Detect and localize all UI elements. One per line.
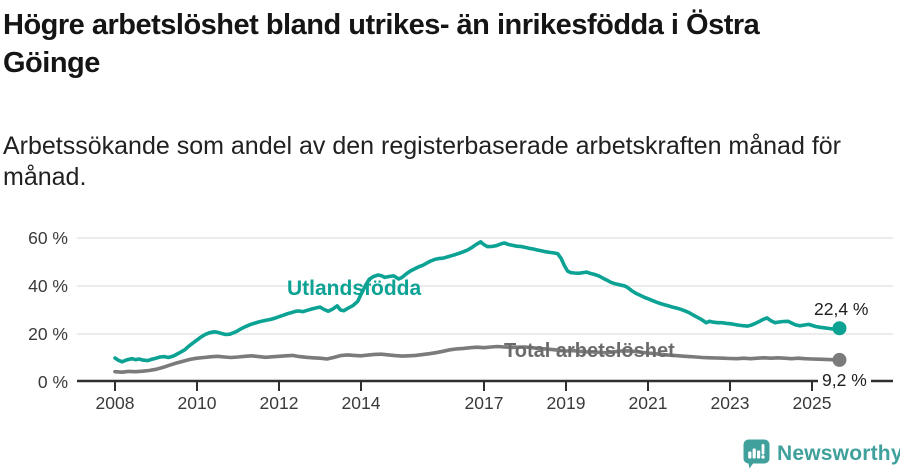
title-line-1: Högre arbetslöshet bland utrikes- än inr… xyxy=(3,9,760,41)
page-title: Högre arbetslöshet bland utrikes- än inr… xyxy=(3,6,899,82)
series-end-dot-1 xyxy=(832,352,847,367)
series-line-0 xyxy=(113,240,842,364)
chart-subtitle: Arbetssökande som andel av den registerb… xyxy=(3,131,899,193)
series-line-1 xyxy=(113,344,842,375)
newsworthy-bubble-chart-icon xyxy=(743,439,770,469)
subtitle-line-2: månad. xyxy=(3,163,87,191)
title-line-2: Göinge xyxy=(3,47,100,79)
y-axis-tick-label: 20 % xyxy=(28,324,68,344)
x-axis-tick-label: 2008 xyxy=(95,393,135,413)
y-axis-tick-label: 60 % xyxy=(28,228,68,248)
y-axis-tick-label: 0 % xyxy=(37,372,68,392)
x-axis-tick-label: 2023 xyxy=(710,393,750,413)
x-axis-tick-label: 2014 xyxy=(341,393,381,413)
series-label-total-arbetsloshet: Total arbetslöshet xyxy=(504,340,675,362)
newsworthy-logo-text: Newsworthy xyxy=(777,442,900,465)
x-axis-tick-label: 2017 xyxy=(464,393,504,413)
x-axis-tick-label: 2012 xyxy=(259,393,299,413)
series-end-dot-0 xyxy=(832,321,847,336)
end-value-label-utlandsfodda: 22,4 % xyxy=(814,299,869,319)
x-axis-tick-label: 2010 xyxy=(177,393,217,413)
x-axis-tick-label: 2021 xyxy=(628,393,668,413)
y-axis-tick-label: 40 % xyxy=(28,276,68,296)
series-label-utlandsfodda: Utlandsfödda xyxy=(287,277,422,300)
newsworthy-logo[interactable]: Newsworthy xyxy=(743,439,900,469)
subtitle-line-1: Arbetssökande som andel av den registerb… xyxy=(3,132,841,160)
end-value-label-total: 9,2 % xyxy=(818,369,871,392)
x-axis-tick-label: 2025 xyxy=(792,393,832,413)
x-axis-tick-label: 2019 xyxy=(546,393,586,413)
